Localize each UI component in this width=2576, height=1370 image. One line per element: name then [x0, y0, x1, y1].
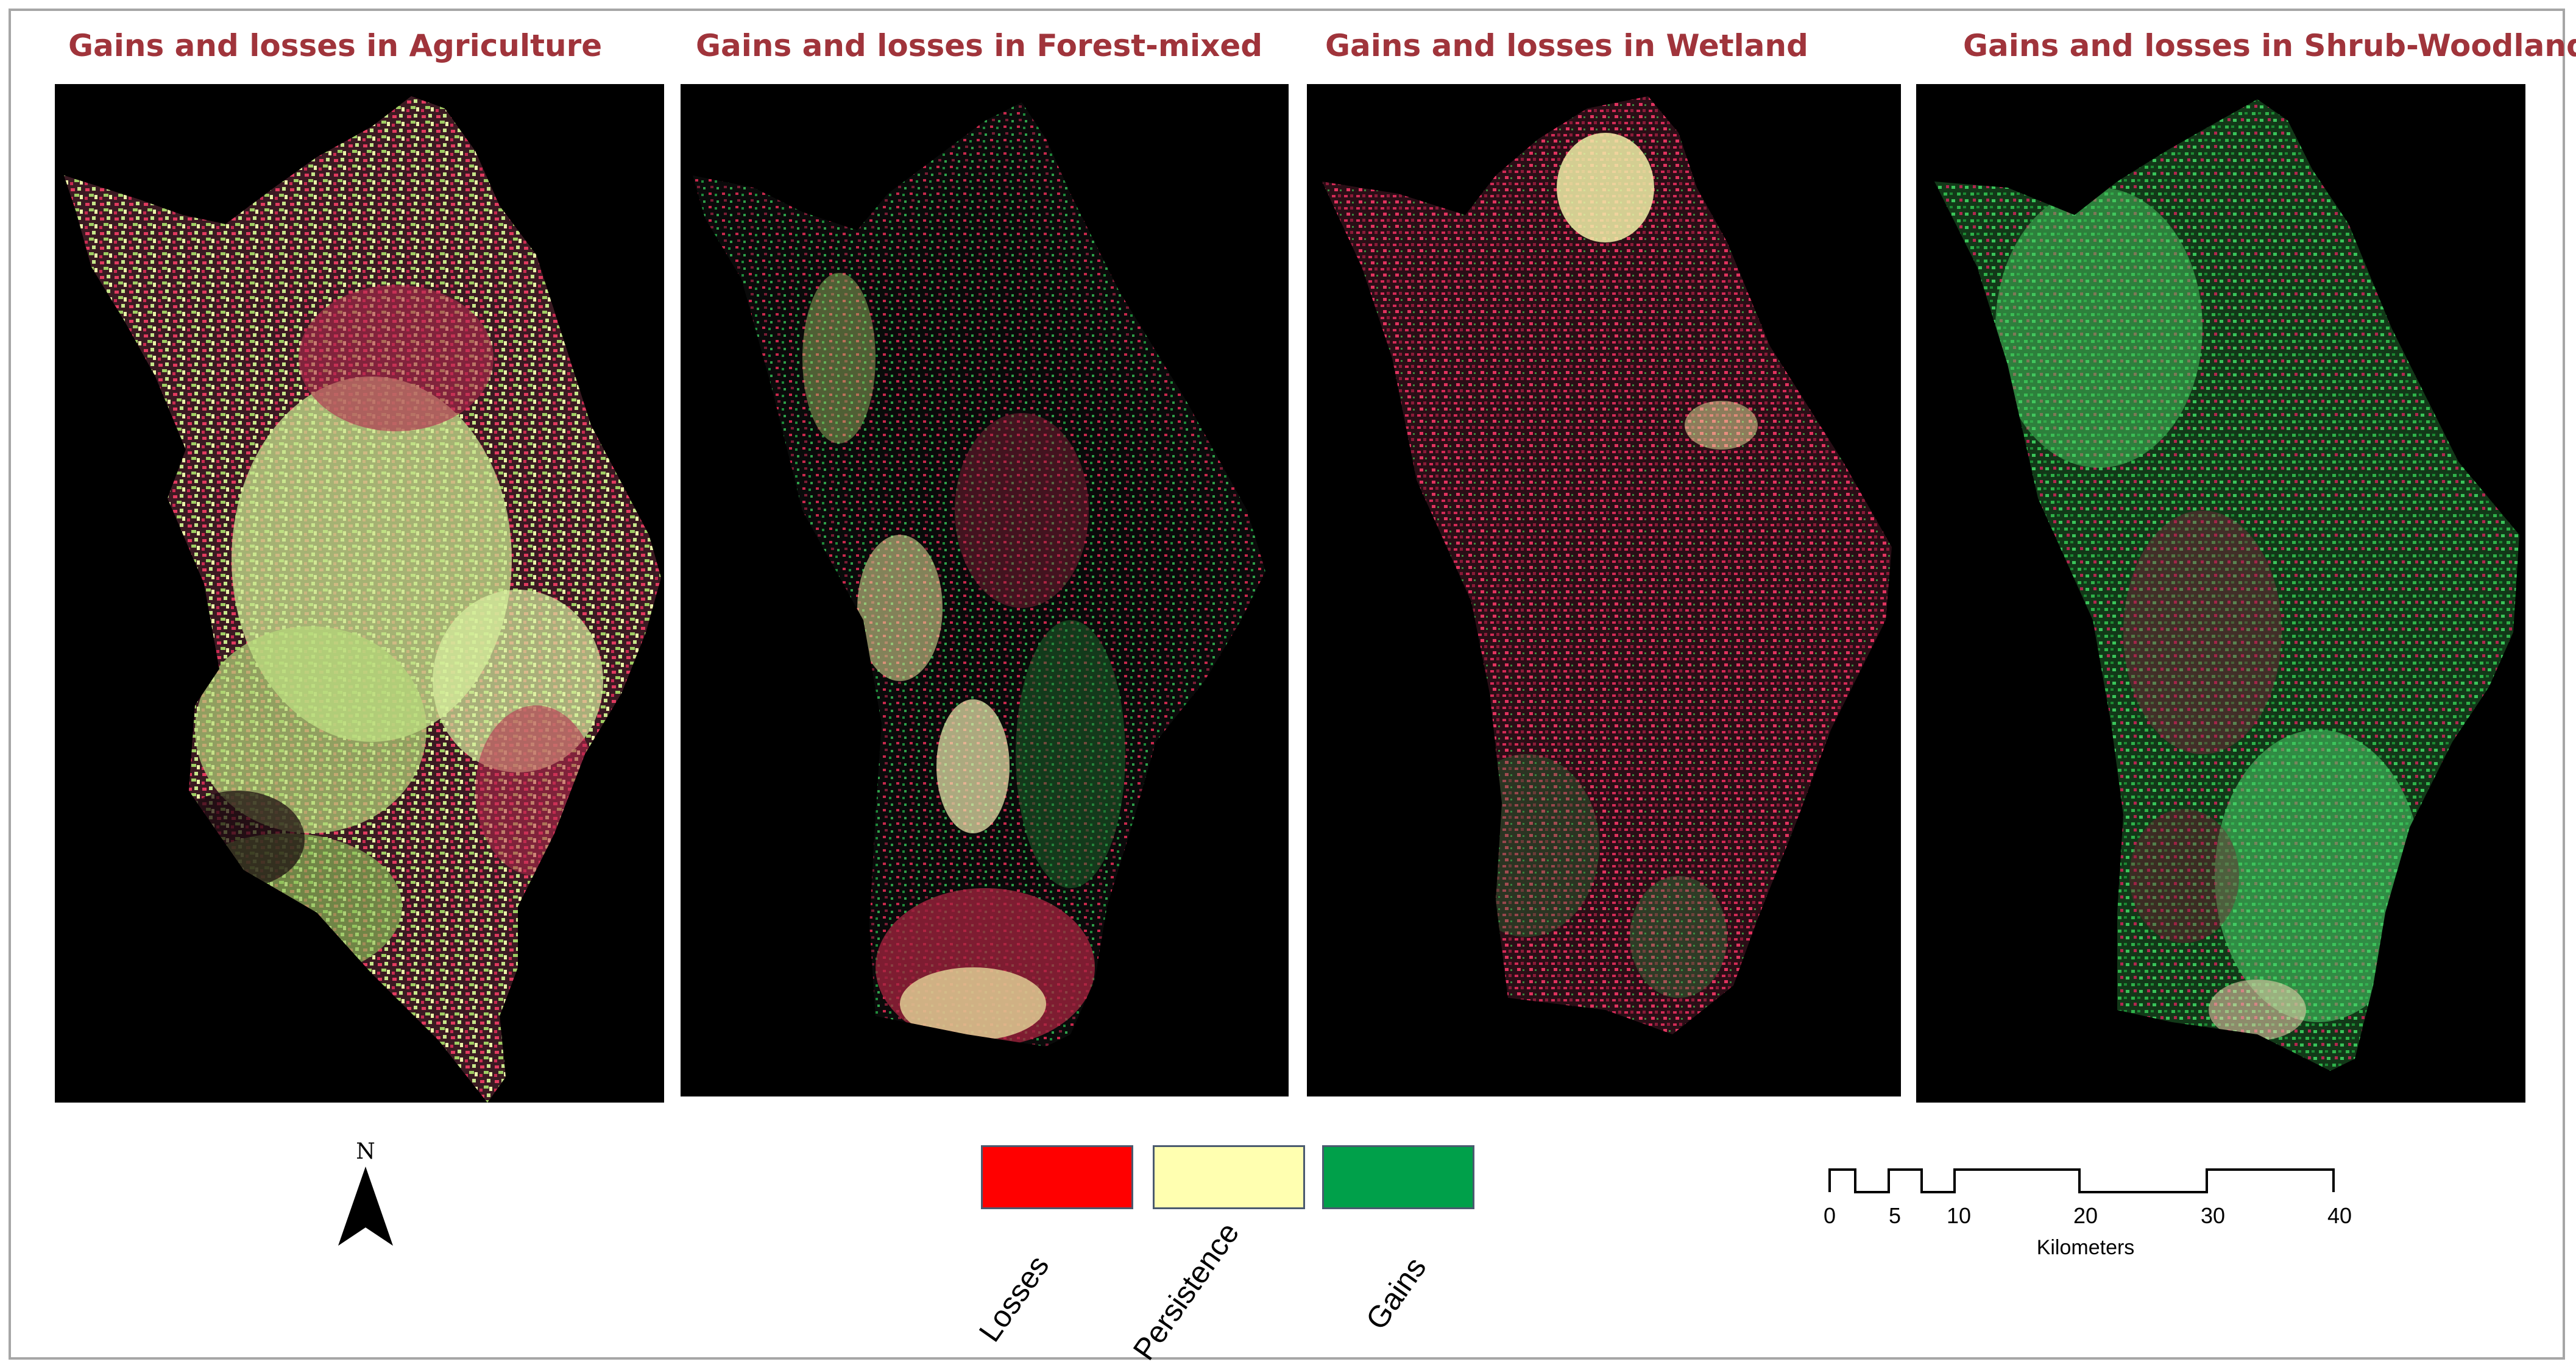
map-forest-mixed	[681, 84, 1289, 1096]
scale-tick-40: 40	[2327, 1203, 2352, 1228]
scale-tick-0: 0	[1823, 1203, 1836, 1228]
panel-title-forest-mixed: Gains and losses in Forest-mixed	[696, 28, 1263, 63]
north-arrow-icon	[338, 1167, 393, 1246]
scale-tick-5: 5	[1888, 1203, 1902, 1228]
map-shrub-woodland	[1916, 84, 2525, 1103]
panel-title-wetland: Gains and losses in Wetland	[1325, 28, 1808, 63]
map-wetland	[1307, 84, 1901, 1096]
north-arrow: N	[332, 1139, 399, 1261]
legend-swatch-persistence	[1153, 1145, 1305, 1209]
legend-swatch-losses	[981, 1145, 1133, 1209]
scale-bar-line	[1828, 1168, 2335, 1193]
north-label: N	[356, 1139, 375, 1164]
panel-title-shrub-woodland: Gains and losses in Shrub-Woodland	[1963, 28, 2576, 63]
scale-tick-30: 30	[2200, 1203, 2226, 1228]
scale-bar: 0 5 10 20 30 40 Kilometers	[1822, 1160, 2358, 1264]
scale-tick-20: 20	[2073, 1203, 2098, 1228]
scale-unit-label: Kilometers	[2036, 1236, 2135, 1259]
map-agriculture	[55, 84, 664, 1103]
legend-swatch-gains	[1322, 1145, 1474, 1209]
scale-tick-10: 10	[1946, 1203, 1972, 1228]
panel-title-agriculture: Gains and losses in Agriculture	[68, 28, 603, 63]
